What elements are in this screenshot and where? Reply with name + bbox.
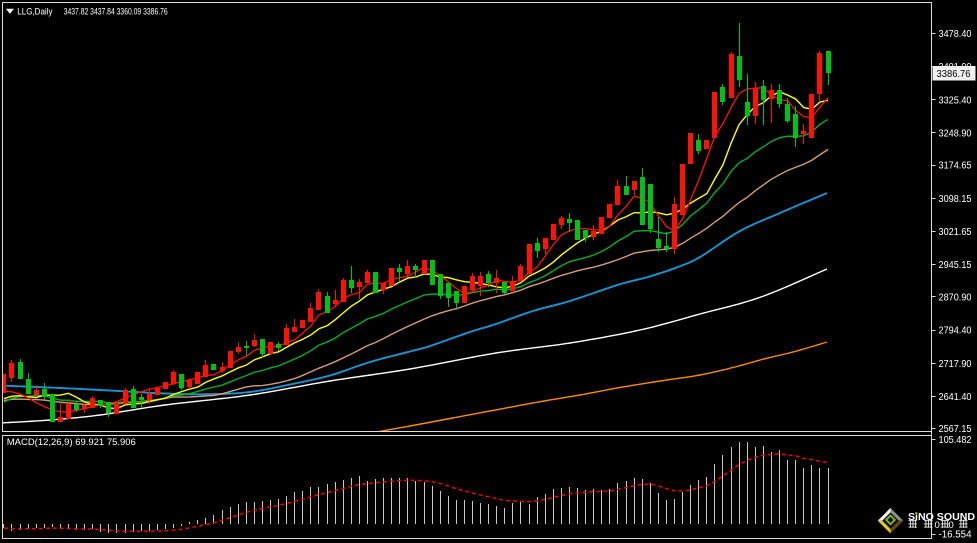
svg-text:105.482: 105.482 (939, 435, 972, 446)
svg-text:3174.65: 3174.65 (939, 161, 972, 172)
svg-text:3437.82 3437.84 3360.09 3386.7: 3437.82 3437.84 3360.09 3386.76 (64, 6, 168, 17)
svg-text:3021.65: 3021.65 (939, 227, 972, 238)
svg-text:2641.40: 2641.40 (939, 392, 972, 403)
svg-text:2567.15: 2567.15 (939, 424, 972, 435)
svg-text:0: 0 (949, 520, 954, 531)
svg-text:2870.90: 2870.90 (939, 292, 972, 303)
svg-text:2945.15: 2945.15 (939, 260, 972, 271)
svg-text:SiNO SOUND: SiNO SOUND (908, 512, 975, 523)
svg-text:-16.554: -16.554 (939, 530, 972, 541)
svg-text:3098.15: 3098.15 (939, 194, 972, 205)
svg-text:3386.76: 3386.76 (937, 69, 971, 80)
svg-text:LLG,Daily: LLG,Daily (17, 6, 52, 17)
svg-text:3325.40: 3325.40 (939, 95, 972, 106)
svg-text:3478.40: 3478.40 (939, 29, 972, 40)
svg-text:MACD(12,26,9) 69.921 75.906: MACD(12,26,9) 69.921 75.906 (7, 437, 136, 448)
svg-text:3248.90: 3248.90 (939, 128, 972, 139)
svg-text:2794.40: 2794.40 (939, 326, 972, 337)
svg-text:0: 0 (935, 520, 940, 531)
svg-text:2717.90: 2717.90 (939, 359, 972, 370)
